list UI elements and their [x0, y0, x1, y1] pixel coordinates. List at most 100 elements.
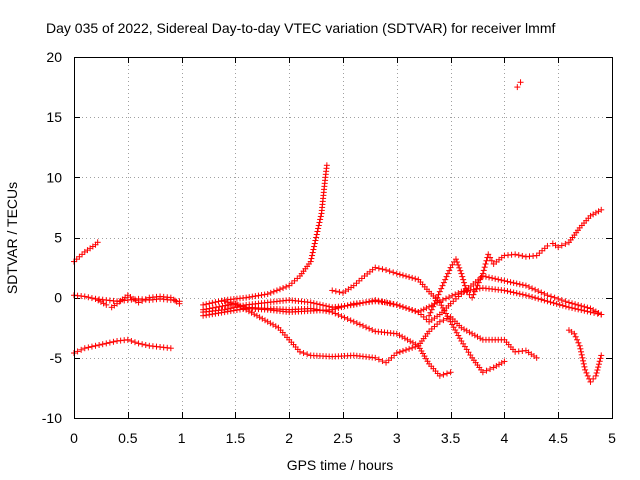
data-point — [396, 302, 403, 309]
data-point — [449, 292, 456, 299]
data-point — [311, 243, 318, 250]
data-point — [449, 321, 456, 328]
data-point — [311, 240, 318, 247]
data-point — [200, 306, 207, 313]
data-point — [206, 311, 213, 318]
data-point — [442, 276, 449, 283]
data-point — [576, 342, 583, 349]
data-point — [372, 264, 379, 271]
data-point — [559, 302, 566, 309]
data-point — [498, 359, 505, 366]
data-point — [535, 295, 542, 302]
data-point — [407, 338, 414, 345]
data-point — [246, 294, 253, 301]
data-point — [440, 317, 447, 324]
data-point — [512, 251, 519, 258]
data-point — [575, 339, 582, 346]
data-point — [304, 351, 311, 358]
data-point — [510, 289, 517, 296]
data-point — [515, 252, 522, 259]
data-point — [92, 342, 99, 349]
data-point — [92, 295, 99, 302]
data-point — [255, 292, 262, 299]
y-tick-label: -5 — [50, 350, 63, 366]
data-point — [525, 293, 532, 300]
data-point — [215, 310, 222, 317]
data-point — [595, 208, 602, 215]
data-point — [212, 310, 219, 317]
data-point — [200, 312, 207, 319]
data-point — [577, 345, 584, 352]
data-point — [270, 321, 277, 328]
data-point — [218, 309, 225, 316]
data-point — [412, 275, 419, 282]
data-point — [595, 364, 602, 371]
data-point — [579, 354, 586, 361]
data-point — [404, 336, 411, 343]
data-point — [379, 266, 386, 273]
data-point — [85, 294, 92, 301]
data-point — [375, 356, 382, 363]
data-point — [544, 298, 551, 305]
data-point — [273, 287, 280, 294]
data-point — [572, 301, 579, 308]
data-point — [481, 264, 488, 271]
data-point — [452, 326, 459, 333]
data-point — [581, 303, 588, 310]
data-point — [435, 291, 442, 298]
data-point — [519, 291, 526, 298]
data-point — [582, 366, 589, 373]
data-point — [316, 219, 323, 226]
data-point — [533, 354, 540, 361]
data-point — [366, 325, 373, 332]
data-point — [427, 309, 434, 316]
data-point — [344, 302, 351, 309]
data-point — [409, 344, 416, 351]
data-point — [203, 312, 210, 319]
data-point — [430, 303, 437, 310]
data-point — [469, 294, 476, 301]
data-point — [461, 282, 468, 289]
data-point — [314, 228, 321, 235]
data-point — [444, 270, 451, 277]
data-point — [399, 347, 406, 354]
x-tick-label: 5 — [608, 430, 616, 446]
data-point — [252, 293, 259, 300]
data-point — [496, 361, 503, 368]
data-point — [548, 293, 555, 300]
data-point — [532, 286, 539, 293]
data-point — [431, 300, 438, 307]
data-point — [341, 314, 348, 321]
data-point — [317, 216, 324, 223]
data-point — [335, 311, 342, 318]
data-point — [516, 290, 523, 297]
data-point — [550, 299, 557, 306]
data-point — [574, 336, 581, 343]
data-point — [213, 304, 220, 311]
data-point — [296, 348, 303, 355]
data-point — [103, 301, 110, 308]
series-arc-i — [221, 298, 454, 379]
x-axis-label: GPS time / hours — [287, 457, 394, 473]
data-point — [206, 305, 213, 312]
x-tick-label: 3.5 — [441, 430, 461, 446]
data-point — [488, 257, 495, 264]
data-point — [335, 304, 342, 311]
data-point — [142, 341, 149, 348]
data-point — [583, 369, 590, 376]
data-point — [317, 213, 324, 220]
data-point — [453, 329, 460, 336]
y-tick-label: 10 — [46, 169, 62, 185]
data-point — [264, 318, 271, 325]
data-point — [243, 294, 250, 301]
data-point — [412, 308, 419, 315]
data-point — [221, 298, 228, 305]
series-arc-j — [329, 264, 508, 376]
data-point — [259, 315, 266, 322]
data-point — [489, 275, 496, 282]
data-point — [597, 355, 604, 362]
data-point — [529, 293, 536, 300]
data-point — [338, 304, 345, 311]
data-point — [556, 301, 563, 308]
data-point — [440, 371, 447, 378]
